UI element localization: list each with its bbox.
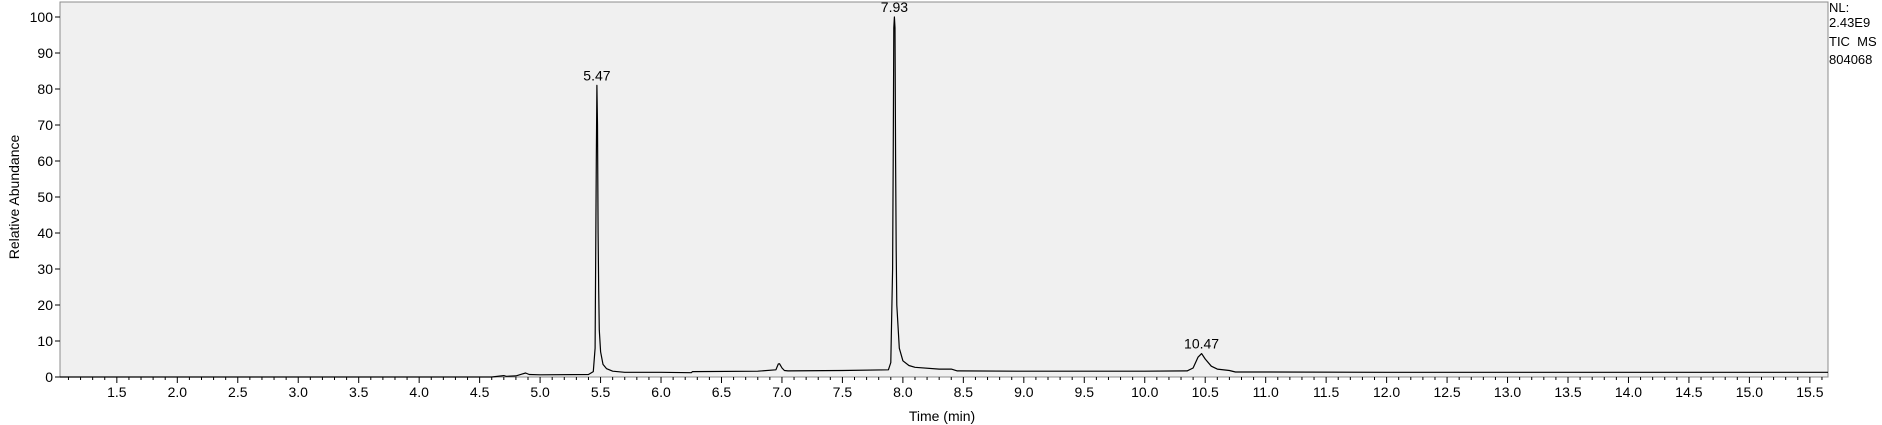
x-tick-label: 1.5 (107, 384, 127, 400)
x-tick-label: 13.5 (1554, 384, 1581, 400)
peak-label: 7.93 (881, 0, 908, 15)
y-tick-label: 50 (37, 189, 53, 205)
y-tick-label: 80 (37, 81, 53, 97)
x-tick-label: 12.5 (1433, 384, 1460, 400)
info-nl-value: 2.43E9 (1829, 15, 1870, 30)
info-nl-label: NL: (1829, 0, 1849, 15)
y-tick-label: 60 (37, 153, 53, 169)
x-tick-label: 9.5 (1075, 384, 1095, 400)
x-tick-label: 4.0 (409, 384, 429, 400)
x-tick-label: 8.5 (954, 384, 974, 400)
tic-trace (60, 16, 1828, 378)
info-scan-filter: TIC MS (1829, 34, 1877, 49)
y-tick-label: 90 (37, 45, 53, 61)
peak-label: 5.47 (583, 67, 610, 83)
x-tick-label: 6.0 (651, 384, 671, 400)
x-tick-label: 13.0 (1494, 384, 1521, 400)
y-axis-title: Relative Abundance (6, 135, 22, 260)
x-tick-label: 2.0 (168, 384, 188, 400)
x-tick-label: 7.0 (772, 384, 792, 400)
x-tick-label: 15.5 (1796, 384, 1823, 400)
x-tick-label: 11.0 (1253, 384, 1279, 400)
y-tick-label: 0 (45, 369, 53, 385)
x-axis-title: Time (min) (909, 408, 975, 424)
peak-label: 10.47 (1184, 336, 1219, 352)
x-tick-label: 14.0 (1615, 384, 1642, 400)
x-tick-label: 11.5 (1313, 384, 1339, 400)
x-tick-label: 3.0 (288, 384, 308, 400)
x-tick-label: 5.5 (591, 384, 611, 400)
y-tick-label: 40 (37, 225, 53, 241)
y-tick-label: 10 (37, 333, 53, 349)
y-tick-label: 100 (30, 9, 54, 25)
x-tick-label: 3.5 (349, 384, 369, 400)
x-tick-label: 9.0 (1014, 384, 1034, 400)
y-tick-label: 70 (37, 117, 53, 133)
x-tick-label: 10.5 (1192, 384, 1219, 400)
x-tick-label: 5.0 (530, 384, 550, 400)
info-block: NL: 2.43E9 TIC MS 804068 (1829, 0, 1877, 67)
x-tick-label: 2.5 (228, 384, 248, 400)
x-tick-label: 12.0 (1373, 384, 1400, 400)
x-tick-label: 10.0 (1131, 384, 1158, 400)
y-tick-label: 20 (37, 297, 53, 313)
x-tick-label: 14.5 (1675, 384, 1702, 400)
plot-area (59, 1, 1829, 378)
x-tick-label: 7.5 (833, 384, 853, 400)
x-tick-label: 15.0 (1736, 384, 1763, 400)
x-tick-label: 4.5 (470, 384, 490, 400)
y-tick-label: 30 (37, 261, 53, 277)
info-file-id: 804068 (1829, 52, 1872, 67)
x-tick-label: 8.0 (893, 384, 913, 400)
x-tick-label: 6.5 (712, 384, 732, 400)
